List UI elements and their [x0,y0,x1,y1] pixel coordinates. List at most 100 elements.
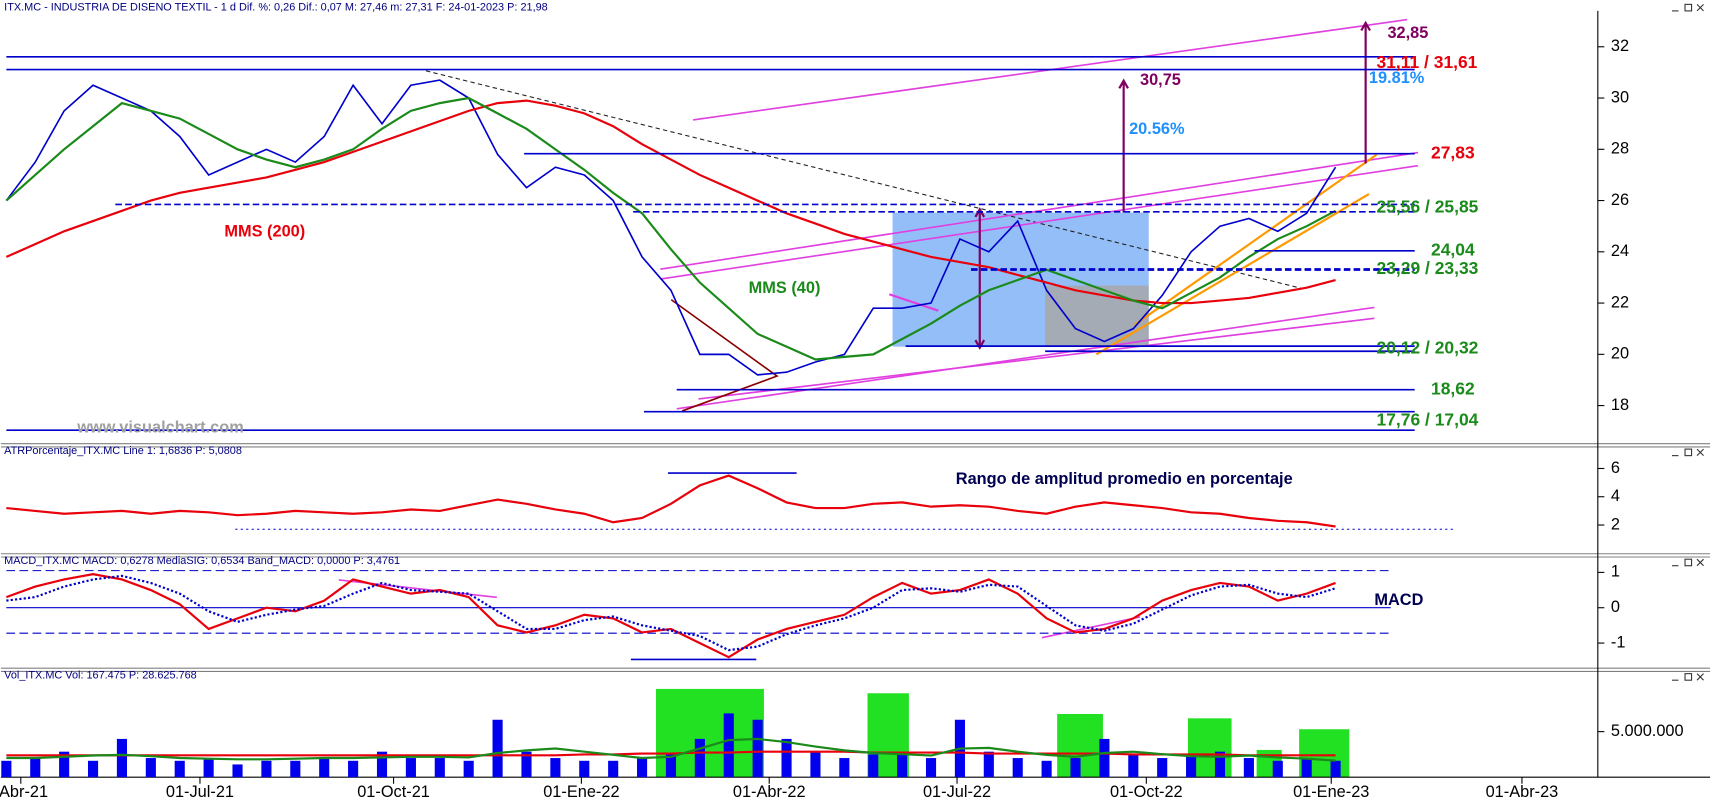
volume-bar [1272,760,1283,778]
volume-bar [1128,754,1139,778]
triangle [670,299,779,412]
y-tick-label: 30 [1611,88,1629,106]
panel-title: ITX.MC - INDUSTRIA DE DISENO TEXTIL - 1 … [4,2,548,14]
trend-line [1041,616,1141,639]
volume-bar [1,760,12,778]
volume-bar [550,758,561,778]
volume-bar [1243,758,1254,778]
panel-title: Vol_ITX.MC Vol: 167.475 P: 28.625.768 [4,670,197,682]
volume-bar [579,760,590,778]
trend-line [660,164,1419,280]
volume-bar [897,751,908,778]
x-tick-label: 01-Ene-23 [1293,783,1369,799]
level-label: 27,83 [1431,142,1475,162]
x-tick-label: 01-Jul-22 [923,783,991,799]
volume-bar [694,738,705,778]
level-label: 31,11 / 31,61 [1377,52,1478,72]
annotation: MACD [1374,591,1423,609]
volume-bar [1214,751,1226,778]
series-line [6,750,1336,757]
y-tick-label: 6 [1611,459,1620,477]
annotation: www.visualchart.com [76,419,244,437]
y-tick-label: 5.000.000 [1611,722,1684,740]
panel-title: MACD_ITX.MC MACD: 0,6278 MediaSIG: 0,653… [4,555,400,567]
level-label: 23,29 / 23,33 [1377,258,1479,278]
volume-bar [1157,758,1168,778]
volume-bar [521,751,532,778]
y-tick-label: 4 [1611,487,1620,505]
x-tick-label: 01-Oct-22 [1110,783,1183,799]
panel-title: ATRPorcentaje_ITX.MC Line 1: 1,6836 P: 5… [4,445,242,457]
annotation: Rango de amplitud promedio en porcentaje [956,470,1293,488]
x-tick-label: 01-Abr-22 [733,783,806,799]
series-line [5,79,1337,376]
volume-bar [405,758,416,778]
y-tick-label: 20 [1611,345,1629,363]
volume-bar [261,760,272,778]
volume-bar [810,751,821,778]
volume-bar [608,760,619,778]
volume-bar [665,754,677,778]
annotation: 30,75 [1140,71,1181,89]
volume-bar [30,758,41,778]
y-tick-label: 22 [1611,293,1629,311]
series-line [5,573,1336,659]
volume-bar [116,738,127,778]
y-tick-label: 24 [1611,242,1629,260]
volume-bar [434,758,445,778]
volume-bar [174,760,185,778]
volume-bar [752,719,763,778]
volume-bar [319,758,330,778]
trend-line [698,317,1375,400]
annotation: MMS (40) [749,279,821,297]
level-label: 17,76 / 17,04 [1377,410,1479,430]
level-label: 24,04 [1431,239,1475,259]
trend-line [888,293,939,312]
volume-bar [723,713,734,778]
volume-bar [781,738,792,778]
range-box [1045,285,1149,347]
volume-bar [376,751,388,778]
volume-bar [145,758,156,778]
volume-bar [1041,760,1052,778]
volume-bar [1186,754,1197,778]
y-tick-label: -1 [1611,633,1626,651]
series-line [6,474,1336,528]
level-label: 18,62 [1431,378,1475,398]
x-tick-label: 01-Jul-21 [166,783,234,799]
volume-bar [868,754,879,778]
y-tick-label: 28 [1611,140,1629,158]
y-tick-label: 32 [1611,37,1629,55]
annotation: 19.81% [1369,69,1425,87]
trend-line [425,70,1304,290]
annotation: 20.56% [1129,120,1185,138]
volume-bar [463,760,474,778]
level-label: 20,12 / 20,32 [1377,337,1479,357]
trend-line [1095,193,1370,356]
volume-bar [87,760,99,778]
panel-frames [0,10,1711,778]
volume-bar [290,760,301,778]
volume-bar [983,751,994,778]
y-tick-label: 26 [1611,191,1629,209]
series-line [5,99,1336,305]
y-tick-label: 2 [1611,515,1620,533]
trend-line [660,151,1419,271]
x-tick-label: 01-Ene-22 [543,783,619,799]
y-tick-label: 18 [1611,396,1629,414]
series-line [6,737,1336,762]
x-tick-label: -Abr-21 [0,783,48,799]
y-tick-label: 0 [1611,598,1620,616]
volume-bar [1012,758,1023,778]
measure-arrows [974,20,1371,350]
volume-bar [925,758,937,778]
volume-bar [1330,760,1341,778]
volume-bar [637,758,648,778]
volume-bar [839,758,850,778]
volume-bar [1301,758,1312,778]
annotation: MMS (200) [224,222,305,240]
window-buttons [1671,3,1704,681]
volume-bar [1070,758,1081,778]
volume-bar [203,758,214,778]
